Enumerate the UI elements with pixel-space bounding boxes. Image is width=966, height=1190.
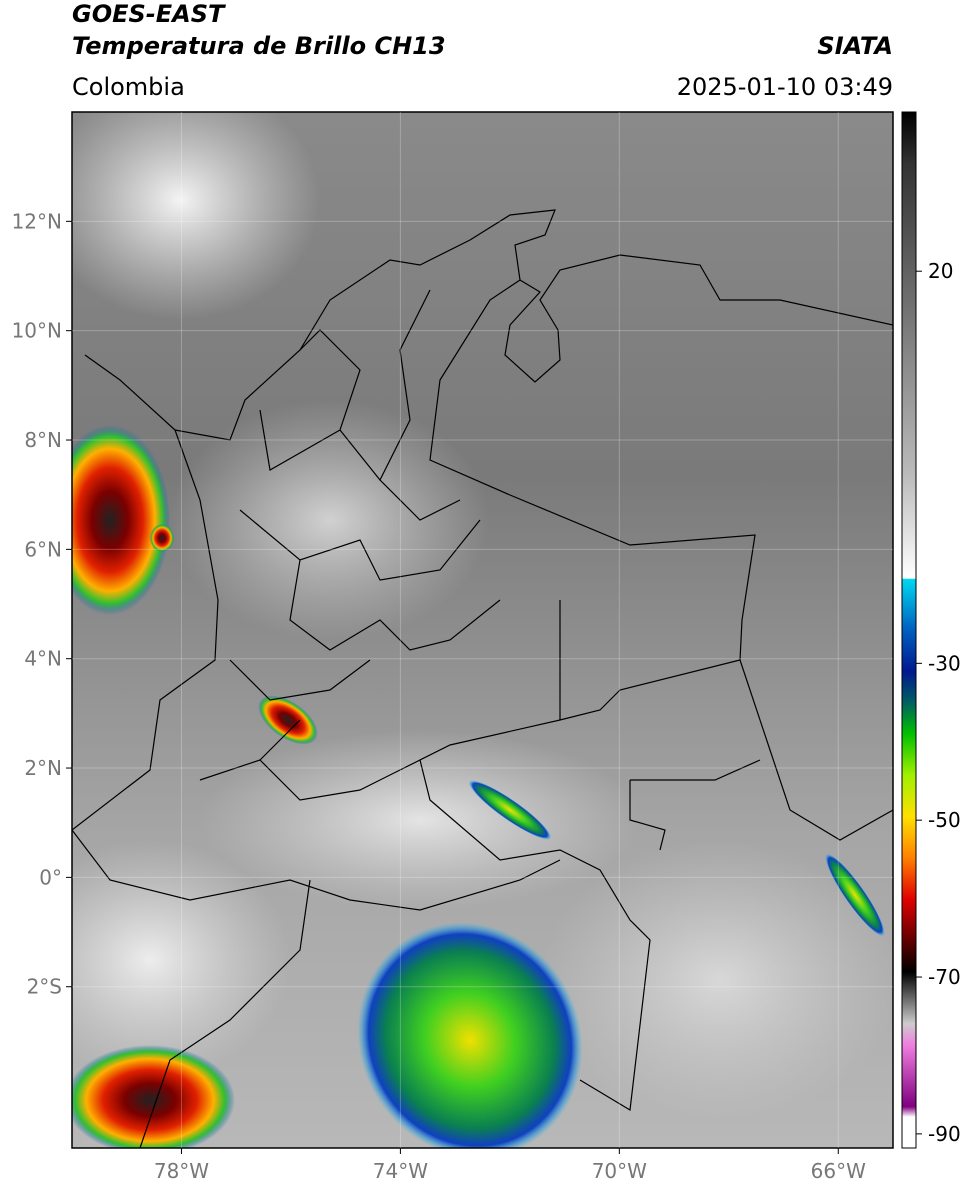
y-tick-label: 4°N (24, 647, 62, 671)
colorbar-tick-label: -70 (928, 965, 961, 989)
colorbar-tick-label: -50 (928, 808, 961, 832)
satellite-name: GOES-EAST (72, 0, 226, 28)
colorbar-tick-label: -30 (928, 651, 961, 675)
x-tick-label: 66°W (811, 1159, 866, 1183)
y-tick-label: 12°N (12, 209, 62, 233)
source-name: SIATA (817, 32, 893, 60)
y-tick-label: 10°N (12, 319, 62, 343)
y-tick-label: 0° (39, 865, 62, 889)
satellite-image (72, 112, 893, 1148)
colorbar-tick-label: 20 (928, 259, 953, 283)
product-name: Temperatura de Brillo CH13 (72, 32, 446, 60)
region-name: Colombia (72, 73, 185, 101)
map-frame (71, 111, 894, 1149)
colorbar-tick-label: -90 (928, 1122, 961, 1146)
colorbar (901, 111, 917, 1149)
y-tick-label: 6°N (24, 537, 62, 561)
timestamp: 2025-01-10 03:49 (677, 73, 893, 101)
y-tick-label: 8°N (24, 428, 62, 452)
x-tick-label: 74°W (373, 1159, 428, 1183)
x-tick-label: 70°W (592, 1159, 647, 1183)
y-tick-label: 2°S (27, 975, 62, 999)
y-tick-label: 2°N (24, 756, 62, 780)
x-tick-label: 78°W (154, 1159, 209, 1183)
